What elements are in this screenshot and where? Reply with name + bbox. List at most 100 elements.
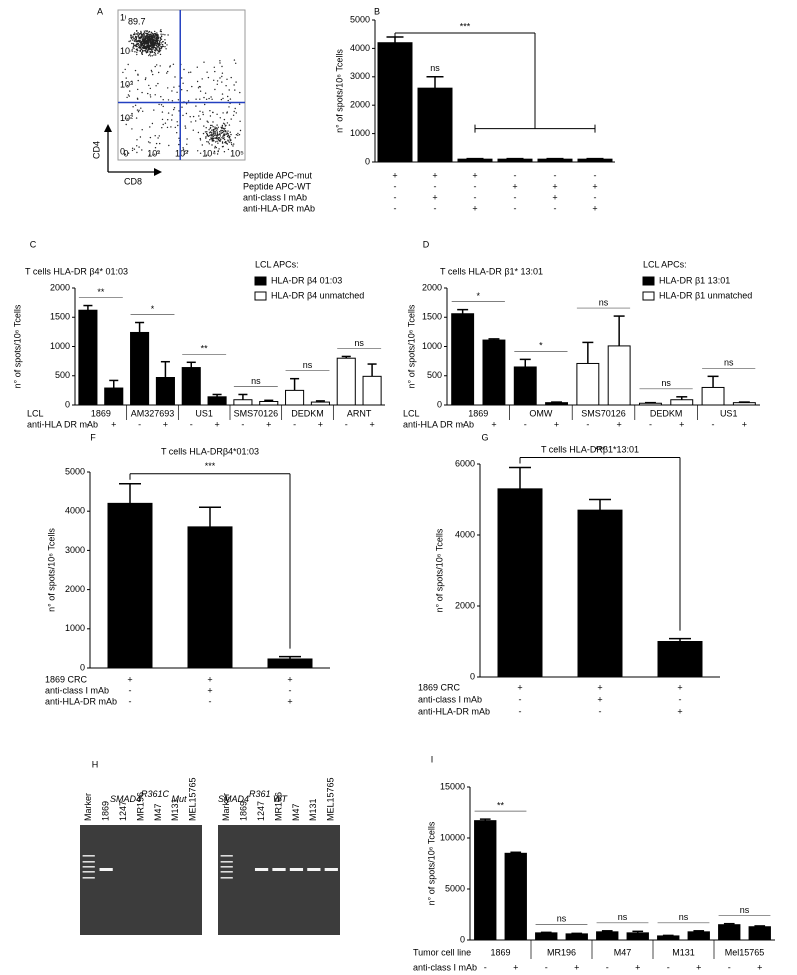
group-label: US1: [195, 408, 213, 418]
ladder-band: [82, 866, 95, 868]
event-dot: [205, 98, 208, 101]
event-dot: [216, 80, 219, 82]
y-tick-label: 2000: [422, 282, 442, 292]
condition-mark: -: [545, 962, 548, 972]
event-dot: [142, 43, 144, 45]
event-dot: [216, 131, 218, 133]
condition-mark: +: [597, 682, 602, 692]
event-dot: [140, 107, 142, 109]
condition-label: Peptide APC-WT: [243, 181, 312, 191]
lane-label: M47: [291, 803, 301, 821]
lane-label: M131: [308, 798, 318, 821]
condition-mark: +: [287, 696, 292, 706]
significance-label: ns: [661, 378, 671, 388]
event-dot: [138, 146, 140, 148]
panel-letter: F: [90, 432, 96, 442]
condition-mark: +: [214, 419, 219, 429]
condition-mark: -: [241, 419, 244, 429]
event-dot: [210, 96, 212, 98]
event-dot: [209, 115, 212, 117]
event-dot: [239, 129, 242, 132]
event-dot: [226, 132, 228, 134]
condition-mark: -: [394, 203, 397, 213]
condition-mark: +: [318, 419, 323, 429]
event-dot: [151, 50, 153, 52]
significance-label: ns: [251, 376, 261, 386]
event-dot: [199, 139, 202, 141]
event-dot: [214, 147, 216, 149]
event-dot: [122, 71, 124, 74]
event-dot: [148, 47, 150, 50]
event-dot: [234, 137, 236, 139]
condition-mark: +: [677, 706, 682, 716]
event-dot: [137, 74, 139, 76]
event-dot: [155, 38, 157, 40]
event-dot: [219, 140, 221, 142]
gel-band: [272, 868, 286, 871]
event-dot: [154, 52, 156, 54]
y-tick-label: 1000: [350, 128, 370, 138]
event-dot: [154, 30, 156, 33]
event-dot: [214, 145, 216, 148]
event-dot: [151, 41, 153, 43]
event-dot: [169, 66, 171, 68]
event-dot: [162, 123, 164, 126]
legend-label: HLA-DR β1 unmatched: [659, 290, 752, 300]
event-dot: [192, 129, 194, 131]
event-dot: [133, 32, 136, 34]
quadrant-label: 89.7: [128, 16, 146, 26]
bar: [657, 641, 703, 678]
significance-label: *: [151, 304, 155, 314]
event-dot: [152, 40, 154, 42]
gel-band: [307, 868, 321, 871]
condition-mark: -: [679, 694, 682, 704]
event-dot: [187, 150, 189, 152]
event-dot: [173, 107, 176, 109]
event-dot: [203, 61, 205, 63]
event-dot: [156, 49, 159, 51]
event-dot: [221, 137, 223, 139]
y-tick-label: 5000: [445, 883, 465, 893]
significance-label: ns: [599, 297, 609, 307]
event-dot: [144, 47, 147, 49]
event-dot: [130, 36, 132, 38]
condition-label: anti-class I mAb: [45, 685, 109, 695]
event-dot: [157, 46, 159, 48]
bar: [687, 931, 710, 941]
event-dot: [140, 40, 143, 43]
y-tick-label: 1000: [65, 623, 85, 633]
condition-label: anti-HLA DR mAb: [27, 419, 98, 429]
ladder-band: [220, 866, 233, 868]
event-dot: [141, 46, 144, 49]
event-dot: [159, 45, 161, 47]
event-dot: [156, 32, 158, 34]
significance-label: ns: [679, 912, 689, 922]
y-tick-label: 500: [55, 370, 70, 380]
event-dot: [214, 134, 216, 137]
event-dot: [150, 44, 152, 46]
condition-mark: -: [129, 696, 132, 706]
event-dot: [132, 33, 135, 36]
event-dot: [147, 43, 149, 45]
status: Mut: [172, 794, 188, 804]
condition-mark: -: [554, 170, 557, 180]
chart-title: T cells HLA-DR β4* 01:03: [25, 266, 128, 276]
event-dot: [132, 106, 134, 108]
event-dot: [150, 51, 152, 54]
event-dot: [219, 60, 221, 62]
event-dot: [221, 81, 223, 83]
condition-mark: +: [742, 419, 747, 429]
event-dot: [227, 139, 229, 141]
event-dot: [212, 111, 214, 114]
x-tick-label: 10⁵: [230, 148, 244, 158]
event-dot: [133, 44, 135, 46]
condition-mark: -: [394, 181, 397, 191]
event-dot: [230, 139, 232, 141]
lane-label: MR196: [273, 792, 283, 821]
condition-mark: +: [517, 682, 522, 692]
event-dot: [153, 49, 156, 51]
event-dot: [221, 65, 223, 68]
event-dot: [174, 126, 176, 129]
event-dot: [134, 33, 136, 36]
condition-mark: -: [712, 419, 715, 429]
